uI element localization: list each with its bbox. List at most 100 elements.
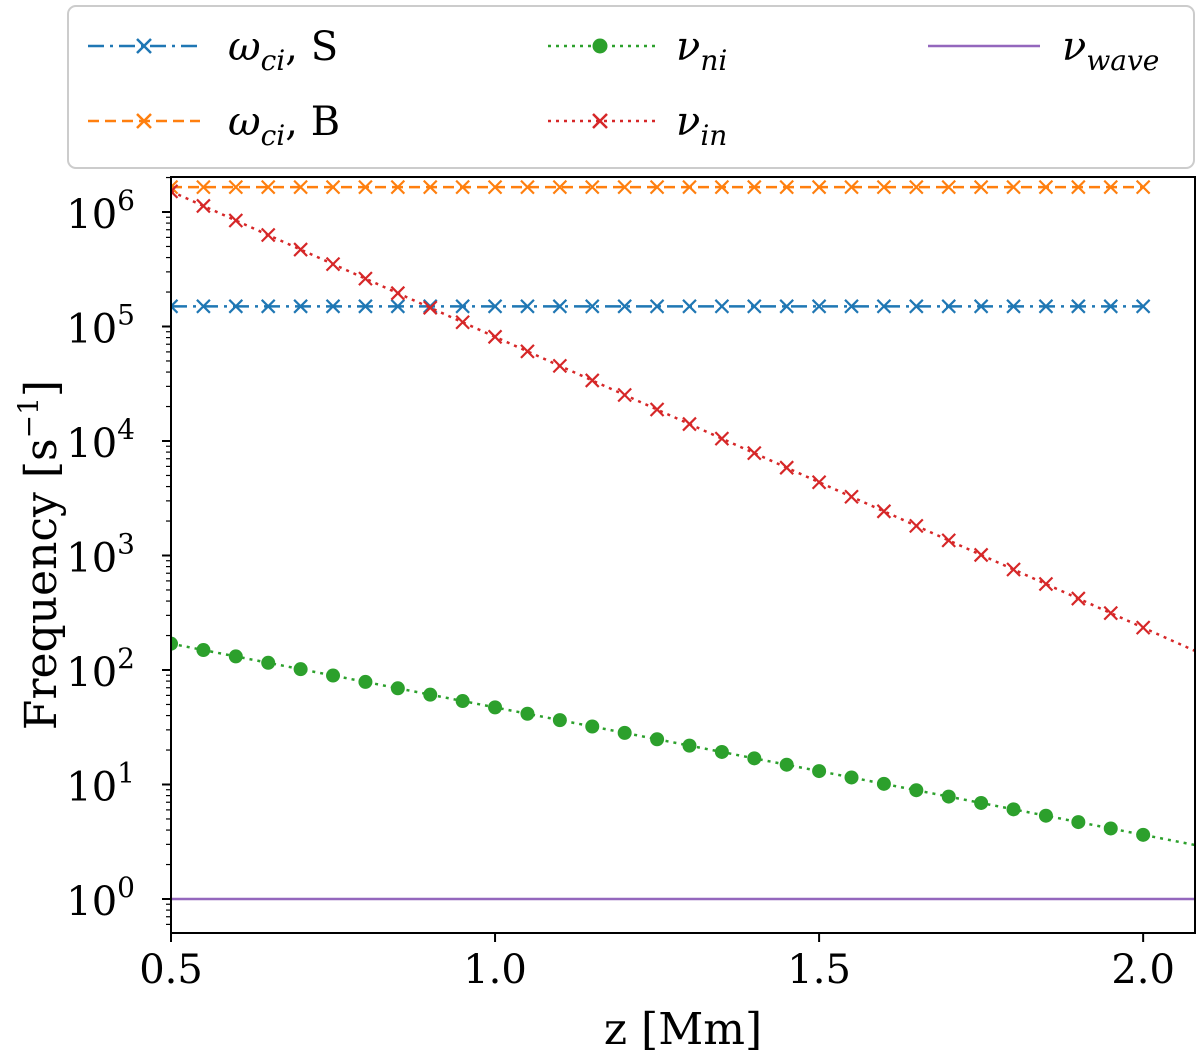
data-point-nu-in	[811, 474, 827, 490]
legend-sub-nu-in: in	[700, 119, 727, 152]
x-tick-label: 0.5	[139, 947, 203, 993]
data-point-omega-ci-s	[649, 299, 665, 314]
data-point-nu-ni	[552, 713, 567, 728]
data-point-nu-ni	[171, 636, 178, 651]
data-point-nu-ni	[1136, 827, 1151, 842]
y-axis-label-main: Frequency [s	[16, 438, 67, 730]
data-point-omega-ci-s	[520, 299, 535, 314]
data-point-nu-in	[552, 358, 568, 374]
data-point-nu-in	[520, 344, 535, 359]
legend-marker-omega-ci-b	[136, 113, 152, 129]
svg-text:νwave: νwave	[1062, 24, 1159, 77]
data-point-omega-ci-s	[325, 299, 341, 314]
legend-sub-omega-ci-s: ci	[261, 44, 286, 77]
data-point-omega-ci-b	[358, 179, 373, 195]
data-point-omega-ci-b	[1038, 179, 1054, 195]
data-point-omega-ci-s	[779, 299, 794, 314]
y-tick-label: 104	[66, 413, 135, 467]
legend-entry-omega-ci-s: ωci, S	[88, 24, 338, 77]
data-point-omega-ci-b	[941, 179, 956, 195]
data-point-nu-ni	[779, 757, 794, 772]
data-point-omega-ci-b	[552, 179, 568, 195]
data-point-nu-in	[293, 242, 308, 257]
data-point-nu-in	[358, 271, 373, 286]
data-point-nu-ni	[1038, 808, 1053, 823]
y-tick-label: 101	[66, 757, 135, 811]
data-point-omega-ci-s	[552, 299, 568, 314]
data-point-omega-ci-b	[171, 179, 179, 195]
data-point-nu-in	[1038, 576, 1054, 592]
y-tick-label: 103	[66, 528, 135, 582]
data-point-omega-ci-b	[682, 179, 697, 195]
y-axis-label-sup: −1	[12, 397, 45, 438]
data-point-nu-ni	[1071, 815, 1086, 830]
data-point-omega-ci-s	[1103, 299, 1119, 314]
legend-marker-nu-in	[592, 113, 608, 129]
legend-marker-omega-ci-s	[136, 38, 152, 54]
svg-text:ωci, B: ωci, B	[228, 99, 340, 152]
y-axis-label-close: ]	[16, 380, 67, 397]
data-point-nu-in	[325, 256, 341, 272]
data-point-nu-in	[1103, 605, 1119, 621]
svg-text:ωci, S: ωci, S	[228, 24, 338, 77]
data-point-omega-ci-b	[844, 179, 859, 195]
data-point-omega-ci-s	[747, 299, 762, 314]
data-point-nu-in	[390, 285, 406, 301]
data-point-nu-in	[682, 416, 697, 432]
data-point-omega-ci-s	[390, 299, 406, 314]
svg-text:νni: νni	[676, 24, 727, 77]
data-point-omega-ci-s	[876, 299, 892, 314]
ticks-layer: 0.5 1.0 1.5 2.0 100 101 102 103 104 105 106	[66, 176, 1175, 993]
legend-suffix-omega-ci-b: , B	[285, 99, 340, 145]
data-point-omega-ci-b	[422, 179, 438, 195]
data-point-nu-ni	[909, 783, 924, 798]
y-tick-label: 102	[66, 642, 135, 696]
data-point-omega-ci-s	[228, 299, 244, 314]
data-point-omega-ci-b	[196, 179, 211, 195]
data-point-omega-ci-b	[325, 179, 341, 195]
data-point-omega-ci-s	[171, 299, 179, 314]
data-point-nu-in	[844, 489, 859, 505]
data-point-nu-in	[171, 184, 179, 199]
data-point-omega-ci-s	[941, 299, 956, 314]
data-point-omega-ci-s	[973, 299, 989, 314]
data-point-omega-ci-b	[260, 179, 276, 195]
data-point-nu-ni	[423, 687, 438, 702]
data-point-omega-ci-b	[293, 179, 308, 195]
data-point-nu-in	[455, 314, 470, 330]
data-point-omega-ci-s	[617, 299, 632, 314]
data-point-nu-in	[779, 460, 794, 475]
data-point-nu-ni	[617, 725, 632, 740]
data-point-omega-ci-b	[455, 179, 470, 195]
data-point-nu-ni	[941, 789, 956, 804]
data-point-nu-in	[876, 504, 892, 519]
data-point-nu-ni	[844, 770, 859, 785]
data-point-nu-in	[196, 198, 211, 214]
data-point-nu-in	[228, 213, 244, 228]
data-point-nu-ni	[293, 662, 308, 677]
data-point-omega-ci-s	[358, 299, 373, 314]
data-point-nu-in	[617, 387, 632, 403]
data-point-omega-ci-b	[1071, 179, 1086, 195]
data-point-omega-ci-b	[909, 179, 924, 195]
data-point-nu-in	[973, 547, 989, 563]
data-point-omega-ci-b	[973, 179, 989, 195]
data-point-nu-in	[422, 300, 438, 315]
x-tick-label: 1.5	[787, 947, 851, 993]
data-point-omega-ci-b	[876, 179, 892, 195]
legend-sub-nu-ni: ni	[700, 44, 727, 77]
data-point-nu-ni	[1006, 802, 1021, 817]
data-point-omega-ci-s	[844, 299, 859, 314]
data-point-nu-in	[584, 373, 600, 388]
data-point-nu-ni	[650, 732, 665, 747]
legend-symbol-nu-in: ν	[676, 99, 700, 145]
data-point-nu-ni	[682, 738, 697, 753]
series-omega-ci-b	[171, 179, 1151, 195]
data-point-nu-ni	[974, 795, 989, 810]
data-point-omega-ci-s	[1038, 299, 1054, 314]
data-point-omega-ci-b	[228, 179, 244, 195]
y-tick-label: 105	[66, 299, 135, 353]
data-point-omega-ci-b	[747, 179, 762, 195]
data-point-omega-ci-b	[1135, 179, 1151, 195]
